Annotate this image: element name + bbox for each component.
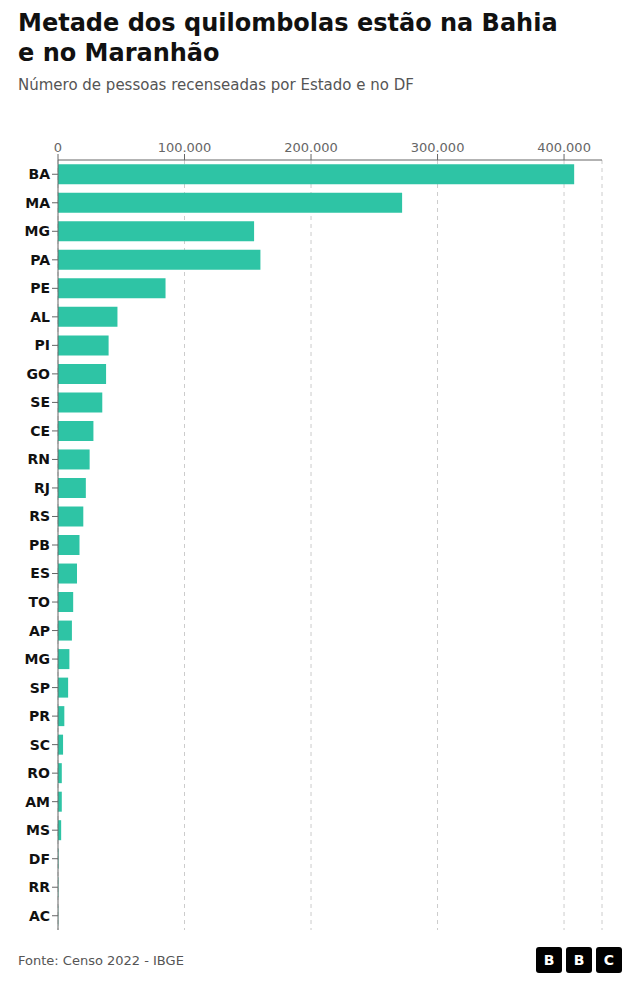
html-text:Metade dos quilombolas estão n: Metade dos quilombolas estão na Bahia [18,9,558,37]
svg-text:PE: PE [30,280,50,296]
svg-text:RS: RS [29,508,50,524]
svg-text:ES: ES [30,565,50,581]
svg-text:RJ: RJ [34,480,50,496]
html-text:Número de pessoas recenseadas: Número de pessoas recenseadas por Estado… [18,76,414,94]
svg-text:RO: RO [27,765,50,781]
svg-text:CE: CE [30,423,50,439]
svg-text:PI: PI [35,337,50,353]
svg-text:200.000: 200.000 [284,140,338,155]
svg-text:SP: SP [30,680,50,696]
svg-text:PB: PB [29,537,50,553]
svg-text:AC: AC [29,908,50,924]
svg-text:AM: AM [25,794,50,810]
svg-text:PA: PA [30,252,50,268]
svg-text:MG: MG [25,651,50,667]
html-text:C: C [603,952,615,968]
svg-text:BA: BA [28,166,50,182]
svg-text:AP: AP [29,623,50,639]
svg-text:SC: SC [30,737,50,753]
svg-text:PR: PR [29,708,50,724]
html-text:e no Maranhão: e no Maranhão [18,39,220,67]
svg-text:AL: AL [30,309,50,325]
svg-text:400.000: 400.000 [537,140,591,155]
svg-text:MA: MA [25,195,50,211]
svg-text:MS: MS [26,822,50,838]
svg-text:RR: RR [28,879,50,895]
svg-text:RN: RN [28,451,51,467]
svg-text:300.000: 300.000 [411,140,465,155]
svg-text:SE: SE [30,394,50,410]
svg-text:0: 0 [54,140,62,155]
svg-text:TO: TO [29,594,51,610]
svg-text:GO: GO [27,366,50,382]
svg-text:DF: DF [29,851,50,867]
html-text:B: B [573,952,585,968]
html-text:Fonte: Censo 2022 - IBGE: Fonte: Censo 2022 - IBGE [18,952,184,968]
svg-text:100.000: 100.000 [158,140,212,155]
svg-text:MG: MG [25,223,50,239]
html-text:B: B [543,952,555,968]
